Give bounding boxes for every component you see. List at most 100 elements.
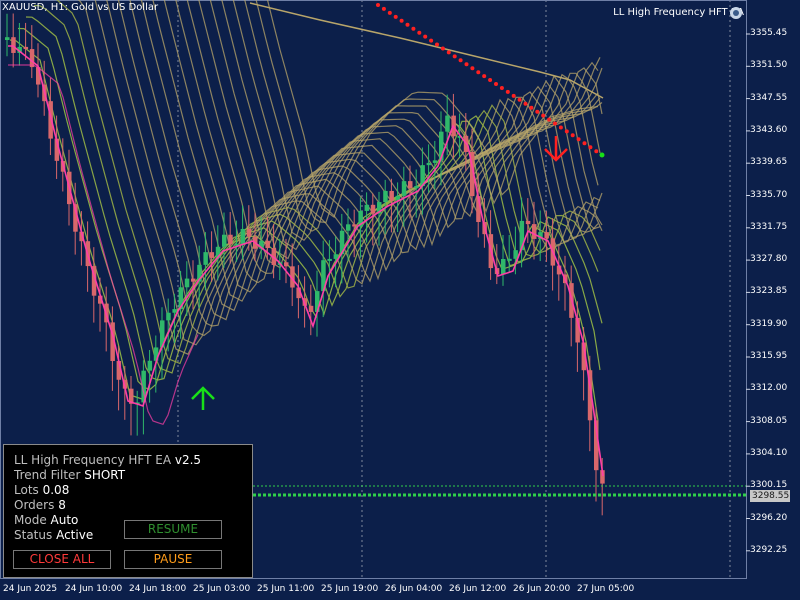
mode-value: Auto [50, 513, 79, 527]
candle-body [401, 181, 407, 196]
candle-body [587, 370, 593, 421]
candle-body [259, 240, 264, 249]
chart-header: XAUUSD, H1: Gold vs US Dollar [2, 2, 159, 13]
signal-dot [417, 30, 422, 35]
ribbon-line [221, 0, 603, 251]
orders-row: Orders 8 [14, 498, 66, 512]
signal-dot [423, 34, 428, 39]
candle-body [389, 190, 394, 201]
candle-body [575, 317, 580, 343]
candle-body [129, 388, 134, 404]
candle-body [147, 360, 153, 371]
chart-grid [177, 0, 731, 578]
trend-value: SHORT [84, 468, 126, 482]
candle-body [209, 252, 215, 258]
moving-average-ribbon [9, 0, 604, 422]
candle-body [364, 204, 370, 211]
candle-body [5, 37, 10, 40]
candle-body [445, 115, 450, 132]
candle-body [166, 312, 171, 321]
signal-dot [511, 93, 516, 98]
candle-body [432, 160, 438, 163]
candle-body [519, 220, 525, 251]
candle-body [160, 320, 165, 348]
ribbon-line [129, 0, 599, 321]
slow-ma-line [249, 2, 604, 99]
plot-border [0, 0, 747, 579]
candle-body [11, 37, 16, 53]
candle-body [290, 266, 295, 288]
candle-body [352, 224, 357, 227]
trend-row: Trend Filter SHORT [14, 468, 125, 482]
signal-dot [558, 125, 563, 130]
signal-dot [576, 137, 581, 142]
candle-body [122, 379, 128, 389]
candle-body [556, 265, 562, 275]
signal-dot [523, 101, 528, 106]
candle-body [73, 204, 78, 232]
candle-body [525, 220, 531, 225]
price-axis-label: 3339.65 [750, 157, 788, 168]
ribbon-line [25, 16, 603, 381]
ribbon-line [255, 0, 603, 224]
candle-body [141, 370, 146, 403]
candle-body [370, 204, 376, 214]
signal-dot [470, 66, 475, 71]
candle-body [191, 278, 196, 282]
signal-dot [435, 42, 439, 47]
signal-dot [494, 82, 498, 86]
signal-dot [594, 149, 599, 154]
lots-label: Lots [14, 483, 39, 497]
ribbon-line [266, 0, 599, 218]
signal-dot [393, 14, 398, 19]
price-axis-label: 3296.20 [750, 512, 788, 523]
candle-body [116, 361, 122, 380]
signal-dot [446, 50, 451, 55]
candle-body [420, 165, 425, 187]
ea-hat-icon[interactable] [730, 7, 742, 19]
candle-body [538, 232, 543, 239]
candle-body [178, 287, 184, 310]
pause-button[interactable]: PAUSE [124, 550, 222, 569]
signal-dot [405, 22, 410, 27]
signal-dot [376, 3, 380, 7]
price-axis-label: 3304.10 [750, 447, 788, 458]
sell-signal-dots [376, 3, 605, 158]
signal-dot [582, 141, 587, 146]
close-all-button[interactable]: CLOSE ALL [13, 550, 111, 569]
signal-dot [535, 109, 540, 114]
price-axis-label: 3323.85 [750, 286, 788, 297]
candle-body [234, 243, 239, 246]
candle-body [36, 67, 41, 85]
candle-body [507, 258, 512, 261]
price-axis-label: 3351.50 [750, 60, 788, 71]
signal-dot [476, 70, 481, 75]
fast-ma-line [8, 45, 604, 477]
candle-body [315, 291, 320, 312]
ribbon-line [17, 27, 601, 391]
candle-body [153, 347, 159, 361]
candle-body [321, 260, 326, 292]
status-label: Status [14, 528, 53, 542]
candle-body [203, 252, 208, 265]
candle-body [54, 138, 60, 161]
signal-dot [452, 54, 457, 59]
candle-body [408, 181, 413, 189]
candle-body [470, 151, 475, 197]
signal-dot [482, 74, 487, 79]
time-axis-label: 24 Jun 2025 [3, 584, 58, 594]
buy-arrow-icon [191, 386, 215, 410]
time-axis-label: 25 Jun 19:00 [321, 584, 379, 594]
candle-body [594, 420, 599, 471]
candle-body [110, 322, 115, 362]
candle-body [581, 342, 587, 371]
candle-body [339, 230, 345, 255]
mode-label: Mode [14, 513, 47, 527]
ribbon-line [56, 0, 601, 365]
resume-button[interactable]: RESUME [124, 520, 222, 539]
time-axis-label: 26 Jun 20:00 [513, 584, 571, 594]
ribbon-line [94, 0, 599, 346]
signal-dot [570, 133, 575, 138]
candle-body [513, 250, 518, 259]
